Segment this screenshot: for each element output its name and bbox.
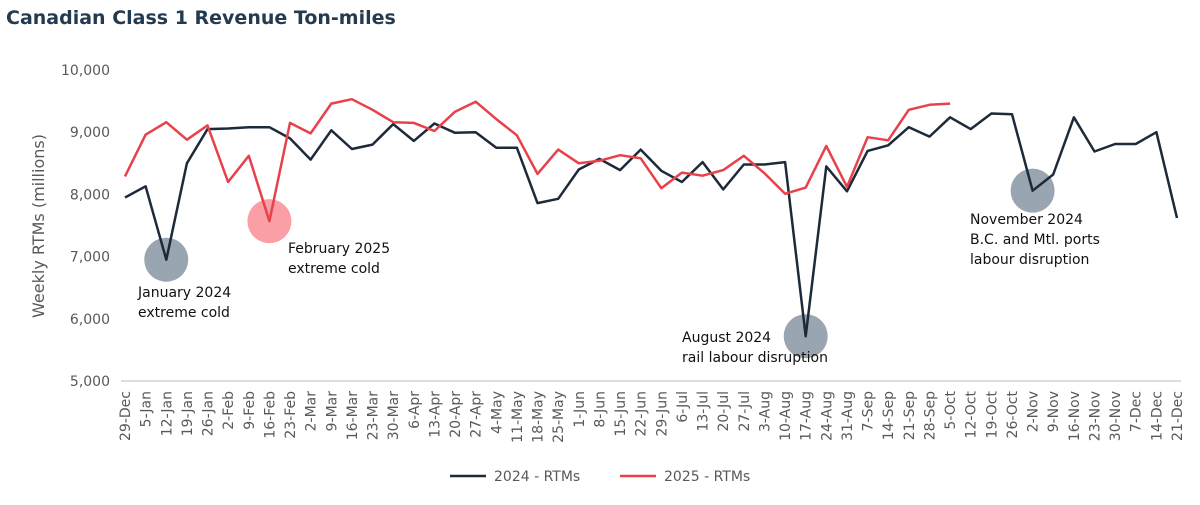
x-tick-label: 12-Jan [159,391,175,436]
x-tick-label: 6-Apr [407,391,423,429]
y-tick-label: 10,000 [61,63,110,79]
x-tick-label: 23-Feb [283,391,299,439]
y-tick-label: 9,000 [70,125,110,141]
x-tick-label: 7-Sep [861,391,877,431]
x-tick-label: 4-May [489,391,505,434]
x-tick-label: 30-Mar [386,391,402,441]
x-tick-label: 30-Nov [1108,391,1124,441]
x-tick-label: 23-Nov [1087,391,1103,441]
x-tick-label: 15-Jun [613,391,629,437]
x-tick-label: 2-Nov [1026,391,1042,432]
x-tick-label: 26-Jan [201,391,217,436]
annotation: January 2024 [137,285,231,301]
x-tick-label: 16-Nov [1067,391,1083,441]
x-tick-label: 9-Feb [242,391,258,430]
x-tick-label: 12-Oct [964,390,980,438]
x-tick-label: 20-Apr [448,391,464,438]
x-tick-label: 5-Oct [943,390,959,429]
y-tick-label: 7,000 [70,250,110,266]
x-tick-label: 16-Feb [262,391,278,439]
annotation: extreme cold [288,261,380,277]
x-tick-label: 25-May [551,391,567,443]
x-tick-label: 28-Sep [922,391,938,440]
annotation: November 2024 [970,212,1083,228]
x-tick-label: 24-Aug [819,391,835,441]
x-tick-label: 7-Dec [1129,391,1145,432]
x-tick-label: 16-Mar [345,391,361,441]
x-tick-label: 23-Mar [366,391,382,441]
annotation: February 2025 [288,241,390,257]
annotation: rail labour disruption [682,350,828,366]
y-tick-label: 5,000 [70,374,110,390]
x-tick-label: 6-Jul [675,391,691,423]
annotation: B.C. and Mtl. ports [970,232,1100,248]
x-tick-label: 21-Sep [902,391,918,440]
x-tick-label: 13-Apr [427,391,443,438]
x-tick-label: 27-Jul [737,391,753,432]
x-tick-label: 1-Jun [572,391,588,428]
x-tick-label: 14-Dec [1149,391,1165,441]
y-tick-label: 8,000 [70,187,110,203]
x-tick-label: 18-May [531,391,547,443]
x-tick-label: 14-Sep [881,391,897,440]
annotation: labour disruption [970,252,1089,268]
legend-label: 2024 - RTMs [494,469,580,485]
x-tick-label: 2-Feb [221,391,237,430]
x-tick-label: 19-Jan [180,391,196,436]
x-tick-label: 13-Jul [696,391,712,432]
chart-title: Canadian Class 1 Revenue Ton-miles [6,7,396,29]
line-series [124,112,1179,338]
x-tick-label: 29-Jun [654,391,670,437]
y-tick-label: 6,000 [70,312,110,328]
legend-label: 2025 - RTMs [664,469,750,485]
y-axis-label: Weekly RTMs (millions) [29,134,48,318]
x-tick-label: 3-Aug [757,391,773,432]
x-tick-label: 5-Jan [139,391,155,427]
x-tick-label: 9-Mar [324,391,340,432]
line-series [123,97,951,223]
x-tick-label: 2-Mar [304,391,320,432]
x-tick-label: 17-Aug [799,391,815,441]
x-tick-label: 29-Dec [118,391,134,441]
x-tick-label: 20-Jul [716,391,732,432]
x-tick-label: 31-Aug [840,391,856,441]
x-tick-label: 22-Jun [634,391,650,437]
x-tick-label: 19-Oct [984,390,1000,438]
x-tick-label: 8-Jun [592,391,608,428]
x-tick-label: 10-Aug [778,391,794,441]
x-tick-label: 26-Oct [1005,390,1021,438]
annotation: August 2024 [682,330,771,346]
annotation: extreme cold [138,305,230,321]
x-tick-label: 9-Nov [1046,391,1062,432]
x-tick-label: 21-Dec [1170,391,1186,441]
x-tick-label: 27-Apr [469,391,485,438]
x-tick-label: 11-May [510,391,526,443]
